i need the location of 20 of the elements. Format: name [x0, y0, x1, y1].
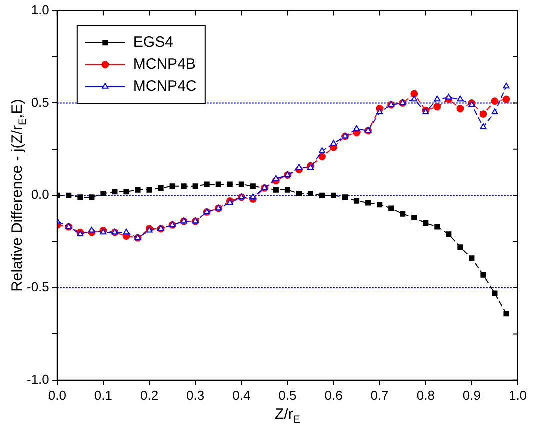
y-tick-label: 1.0 — [31, 2, 50, 18]
legend-label: MCNP4C — [133, 78, 197, 95]
x-tick-label: 0.9 — [462, 388, 481, 403]
x-tick-label: 0.4 — [232, 388, 251, 403]
y-tick-label: -1.0 — [26, 372, 50, 387]
x-tick-label: 1.0 — [508, 388, 528, 403]
y-axis-title: Relative Difference - j(Z/rE,E) — [9, 99, 30, 292]
y-tick-label: 0.0 — [31, 187, 50, 202]
x-tick-label: 0.5 — [278, 388, 297, 403]
x-tick-label: 0.7 — [370, 388, 389, 403]
x-tick-label: 0.0 — [48, 388, 66, 403]
x-tick-label: 0.3 — [186, 388, 205, 403]
legend-label: EGS4 — [133, 34, 174, 51]
y-tick-label: 0.5 — [31, 94, 50, 110]
x-tick-label: 0.1 — [94, 388, 112, 403]
x-tick-label: 0.6 — [324, 388, 343, 403]
x-tick-label: 0.8 — [416, 388, 435, 403]
x-tick-label: 0.2 — [140, 388, 159, 403]
legend-label: MCNP4B — [133, 56, 196, 73]
y-tick-label: -0.5 — [26, 280, 50, 295]
